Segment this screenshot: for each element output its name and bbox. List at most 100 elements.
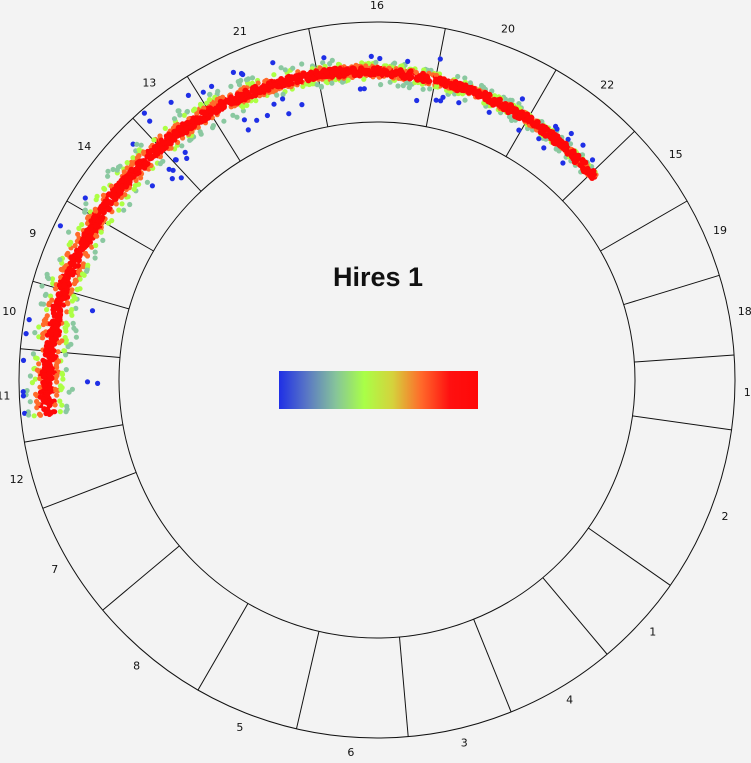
density-point xyxy=(26,317,32,323)
density-point xyxy=(124,165,130,171)
density-point xyxy=(29,380,35,386)
density-point xyxy=(93,242,99,249)
segment-divider-3 xyxy=(473,619,512,713)
density-point xyxy=(413,69,419,76)
density-peak-point xyxy=(76,252,83,258)
density-peak-point xyxy=(53,333,60,340)
density-peak-point xyxy=(440,76,446,83)
density-point xyxy=(400,83,406,89)
density-peak-point xyxy=(43,347,49,354)
density-peak-point xyxy=(557,142,564,149)
density-peak-point xyxy=(53,305,60,312)
density-peak-point xyxy=(49,352,56,358)
density-point xyxy=(456,100,462,106)
density-peak-point xyxy=(564,150,571,157)
density-peak-point xyxy=(105,206,112,213)
segment-label-13: 13 xyxy=(142,76,156,89)
density-point xyxy=(580,142,586,148)
segment-divider-18 xyxy=(623,274,720,306)
density-peak-point xyxy=(134,160,141,167)
density-point xyxy=(20,389,26,395)
density-point xyxy=(357,86,363,92)
density-point xyxy=(420,86,426,92)
density-peak-point xyxy=(316,72,323,79)
segment-divider-14 xyxy=(66,200,154,252)
density-point xyxy=(31,413,37,419)
density-peak-point xyxy=(85,235,92,242)
density-peak-point xyxy=(506,108,513,115)
density-point xyxy=(144,179,150,185)
density-point xyxy=(23,331,29,337)
density-peak-point xyxy=(267,83,274,90)
density-point xyxy=(151,137,157,143)
density-point xyxy=(516,127,522,133)
density-point xyxy=(280,91,286,97)
density-point xyxy=(89,308,96,314)
segment-label-9: 9 xyxy=(29,227,36,240)
density-point xyxy=(132,183,138,189)
density-point xyxy=(245,76,251,82)
density-peak-point xyxy=(182,124,189,131)
density-point xyxy=(519,96,526,102)
density-peak-point xyxy=(48,344,55,351)
density-point xyxy=(507,97,513,103)
density-point xyxy=(414,97,420,104)
density-point xyxy=(184,155,190,161)
density-point xyxy=(378,82,384,88)
segment-divider-4 xyxy=(542,577,608,655)
density-point xyxy=(207,91,213,97)
density-peak-point xyxy=(472,89,479,96)
segment-divider-11 xyxy=(24,424,124,443)
density-peak-point xyxy=(77,246,84,253)
segment-divider-13 xyxy=(132,117,202,192)
density-point xyxy=(215,88,221,94)
density-point xyxy=(71,293,77,299)
density-point xyxy=(377,55,383,62)
density-point xyxy=(238,77,244,84)
density-peak-point xyxy=(79,237,86,244)
density-point xyxy=(74,287,80,293)
density-point xyxy=(220,94,226,100)
density-point xyxy=(130,141,136,147)
density-peak-point xyxy=(50,310,57,317)
density-peak-point xyxy=(588,173,595,180)
density-peak-point xyxy=(148,155,155,161)
density-peak-point xyxy=(321,67,328,74)
density-point xyxy=(240,71,246,78)
density-point xyxy=(170,167,176,173)
density-point xyxy=(264,112,270,119)
density-peak-point xyxy=(432,78,439,85)
density-peak-point xyxy=(239,92,245,99)
density-peak-point xyxy=(43,343,50,350)
density-point xyxy=(138,175,144,181)
density-point xyxy=(113,201,119,207)
density-peak-point xyxy=(573,153,580,160)
density-point xyxy=(299,102,305,108)
density-peak-point xyxy=(177,125,184,132)
density-point xyxy=(434,83,440,89)
density-peak-point xyxy=(376,68,383,75)
density-point xyxy=(395,83,401,89)
density-point xyxy=(373,59,379,65)
density-point xyxy=(59,385,65,391)
density-point xyxy=(54,373,60,379)
density-peak-point xyxy=(116,188,123,195)
segment-label-10: 10 xyxy=(2,305,16,318)
segment-divider-17 xyxy=(634,354,735,363)
segment-label-5: 5 xyxy=(236,721,243,734)
density-peak-point xyxy=(49,356,56,363)
density-peak-point xyxy=(69,255,76,262)
density-point xyxy=(89,244,95,250)
segment-label-6: 6 xyxy=(347,746,354,759)
density-point xyxy=(136,147,142,153)
density-peak-point xyxy=(112,195,119,202)
density-point xyxy=(36,324,42,330)
segment-label-12: 12 xyxy=(10,473,24,486)
density-point xyxy=(55,349,61,355)
density-peak-point xyxy=(48,398,55,405)
density-point xyxy=(230,112,236,118)
density-point xyxy=(502,96,508,102)
density-point xyxy=(22,410,28,416)
density-peak-point xyxy=(425,78,432,85)
density-point xyxy=(168,99,174,105)
